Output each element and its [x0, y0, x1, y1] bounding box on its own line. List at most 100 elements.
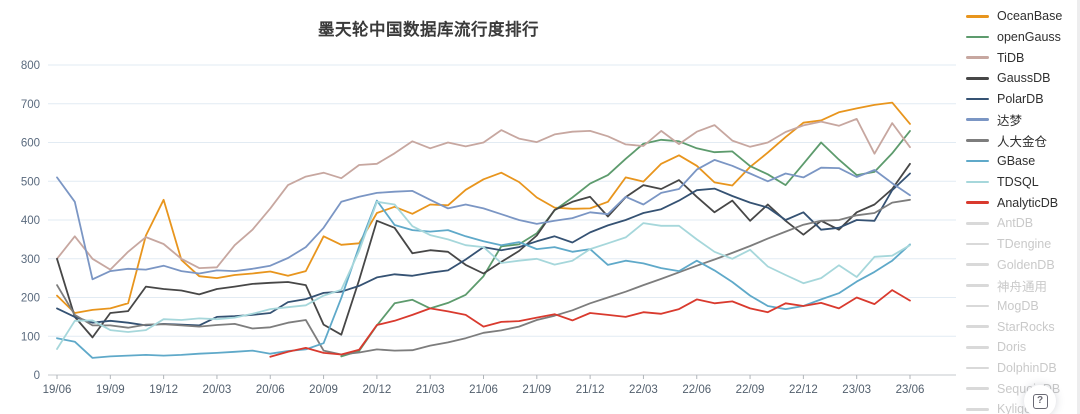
legend-item-OceanBase[interactable]: OceanBase	[966, 6, 1078, 27]
legend-label: MogDB	[997, 298, 1039, 313]
svg-text:22/03: 22/03	[629, 384, 658, 396]
series-line-OceanBase	[56, 101, 911, 314]
legend-line-swatch	[966, 283, 989, 287]
help-button[interactable]: ?	[1024, 385, 1056, 414]
legend-item-SequoiaDB[interactable]: SequoiaDB	[966, 378, 1078, 399]
series-lines	[56, 101, 911, 359]
svg-text:22/06: 22/06	[682, 384, 711, 396]
series-line-人大金仓	[56, 198, 911, 356]
legend-item-达梦[interactable]: 达梦	[966, 109, 1078, 130]
svg-text:100: 100	[21, 331, 40, 343]
series-line-TiDB	[56, 118, 911, 271]
legend-item-神舟通用[interactable]: 神舟通用	[966, 275, 1078, 296]
y-axis-labels: 0 100 200 300 400 500 600 700 800	[21, 60, 40, 382]
legend-label: 人大金仓	[997, 134, 1048, 149]
window-edge-divider	[1077, 0, 1080, 414]
svg-text:300: 300	[21, 254, 40, 266]
legend-line-swatch	[966, 346, 989, 349]
svg-text:22/09: 22/09	[736, 384, 765, 396]
legend-line-swatch	[966, 325, 989, 328]
svg-text:20/12: 20/12	[362, 384, 391, 396]
legend-label: 达梦	[997, 114, 1023, 129]
series-line-openGauss	[340, 130, 911, 358]
legend-label: GoldenDB	[997, 257, 1055, 272]
legend-line-swatch	[966, 408, 989, 411]
svg-text:800: 800	[21, 60, 40, 72]
legend-label: Doris	[997, 340, 1027, 355]
question-mark-icon: ?	[1032, 393, 1048, 409]
legend-line-swatch	[966, 263, 989, 266]
legend-line-swatch	[966, 77, 989, 80]
svg-text:20/06: 20/06	[256, 384, 285, 396]
legend-label: TiDB	[997, 50, 1025, 65]
legend-line-swatch	[966, 221, 989, 225]
legend-item-openGauss[interactable]: openGauss	[966, 27, 1078, 48]
legend-label: DolphinDB	[997, 361, 1057, 376]
legend-line-swatch	[966, 56, 989, 60]
legend-line-swatch	[966, 35, 989, 39]
legend-item-TiDB[interactable]: TiDB	[966, 47, 1078, 68]
legend-item-AnalyticDB[interactable]: AnalyticDB	[966, 192, 1078, 213]
series-line-TDSQL	[56, 200, 911, 350]
legend-item-AntDB[interactable]: AntDB	[966, 213, 1078, 234]
legend-line-swatch	[966, 15, 989, 18]
legend-line-swatch	[966, 201, 989, 204]
legend-line-swatch	[966, 387, 989, 391]
legend-item-DolphinDB[interactable]: DolphinDB	[966, 358, 1078, 379]
legend-label: openGauss	[997, 30, 1061, 45]
svg-text:23/03: 23/03	[842, 384, 871, 396]
legend-label: PolarDB	[997, 92, 1044, 107]
series-line-GBase	[56, 199, 911, 359]
svg-text:22/12: 22/12	[789, 384, 818, 396]
legend-line-swatch	[966, 366, 989, 370]
legend-item-StarRocks[interactable]: StarRocks	[966, 316, 1078, 337]
legend-label: AnalyticDB	[997, 195, 1059, 210]
svg-text:21/12: 21/12	[576, 384, 605, 396]
legend-item-Doris[interactable]: Doris	[966, 337, 1078, 358]
legend-label: OceanBase	[997, 9, 1063, 24]
series-line-AnalyticDB	[269, 289, 911, 358]
legend-item-GBase[interactable]: GBase	[966, 151, 1078, 172]
chart-plot-area[interactable]: 0 100 200 300 400 500 600 700 800 19/06 19/09 19/1…	[0, 0, 962, 414]
legend-label: StarRocks	[997, 319, 1055, 334]
legend-line-swatch	[966, 97, 989, 101]
legend-line-swatch	[966, 180, 989, 184]
legend-label: 神舟通用	[997, 279, 1048, 294]
legend-line-swatch	[966, 139, 989, 142]
svg-text:700: 700	[21, 99, 40, 111]
svg-text:200: 200	[21, 293, 40, 305]
svg-text:19/12: 19/12	[149, 384, 178, 396]
legend-line-swatch	[966, 304, 989, 308]
svg-text:600: 600	[21, 138, 40, 150]
legend-label: GBase	[997, 154, 1036, 169]
legend-item-Kyligence[interactable]: Kyligence	[966, 399, 1078, 414]
legend-item-人大金仓[interactable]: 人大金仓	[966, 130, 1078, 151]
svg-text:19/06: 19/06	[43, 384, 72, 396]
legend-label: TDSQL	[997, 174, 1039, 189]
svg-text:21/06: 21/06	[469, 384, 498, 396]
svg-text:23/06: 23/06	[896, 384, 925, 396]
svg-text:500: 500	[21, 176, 40, 188]
legend-item-PolarDB[interactable]: PolarDB	[966, 89, 1078, 110]
legend-item-TDSQL[interactable]: TDSQL	[966, 172, 1078, 193]
legend-item-TDengine[interactable]: TDengine	[966, 234, 1078, 255]
svg-text:0: 0	[34, 370, 40, 382]
x-axis: 19/06 19/09 19/12 20/03 20/06 20/09 20/12 21/03…	[43, 375, 925, 396]
chart-title: 墨天轮中国数据库流行度排行	[318, 21, 539, 39]
legend-item-MogDB[interactable]: MogDB	[966, 296, 1078, 317]
svg-text:400: 400	[21, 215, 40, 227]
series-line-GaussDB	[56, 162, 911, 339]
legend-item-GaussDB[interactable]: GaussDB	[966, 68, 1078, 89]
legend-line-swatch	[966, 242, 989, 246]
legend-line-swatch	[966, 159, 989, 163]
legend-item-GoldenDB[interactable]: GoldenDB	[966, 254, 1078, 275]
series-line-达梦	[56, 159, 911, 281]
svg-text:20/09: 20/09	[309, 384, 338, 396]
svg-text:19/09: 19/09	[96, 384, 125, 396]
legend-label: GaussDB	[997, 71, 1051, 86]
svg-text:21/03: 21/03	[416, 384, 445, 396]
legend-label: Kyligence	[997, 402, 1052, 414]
legend-line-swatch	[966, 118, 989, 122]
svg-text:20/03: 20/03	[203, 384, 232, 396]
